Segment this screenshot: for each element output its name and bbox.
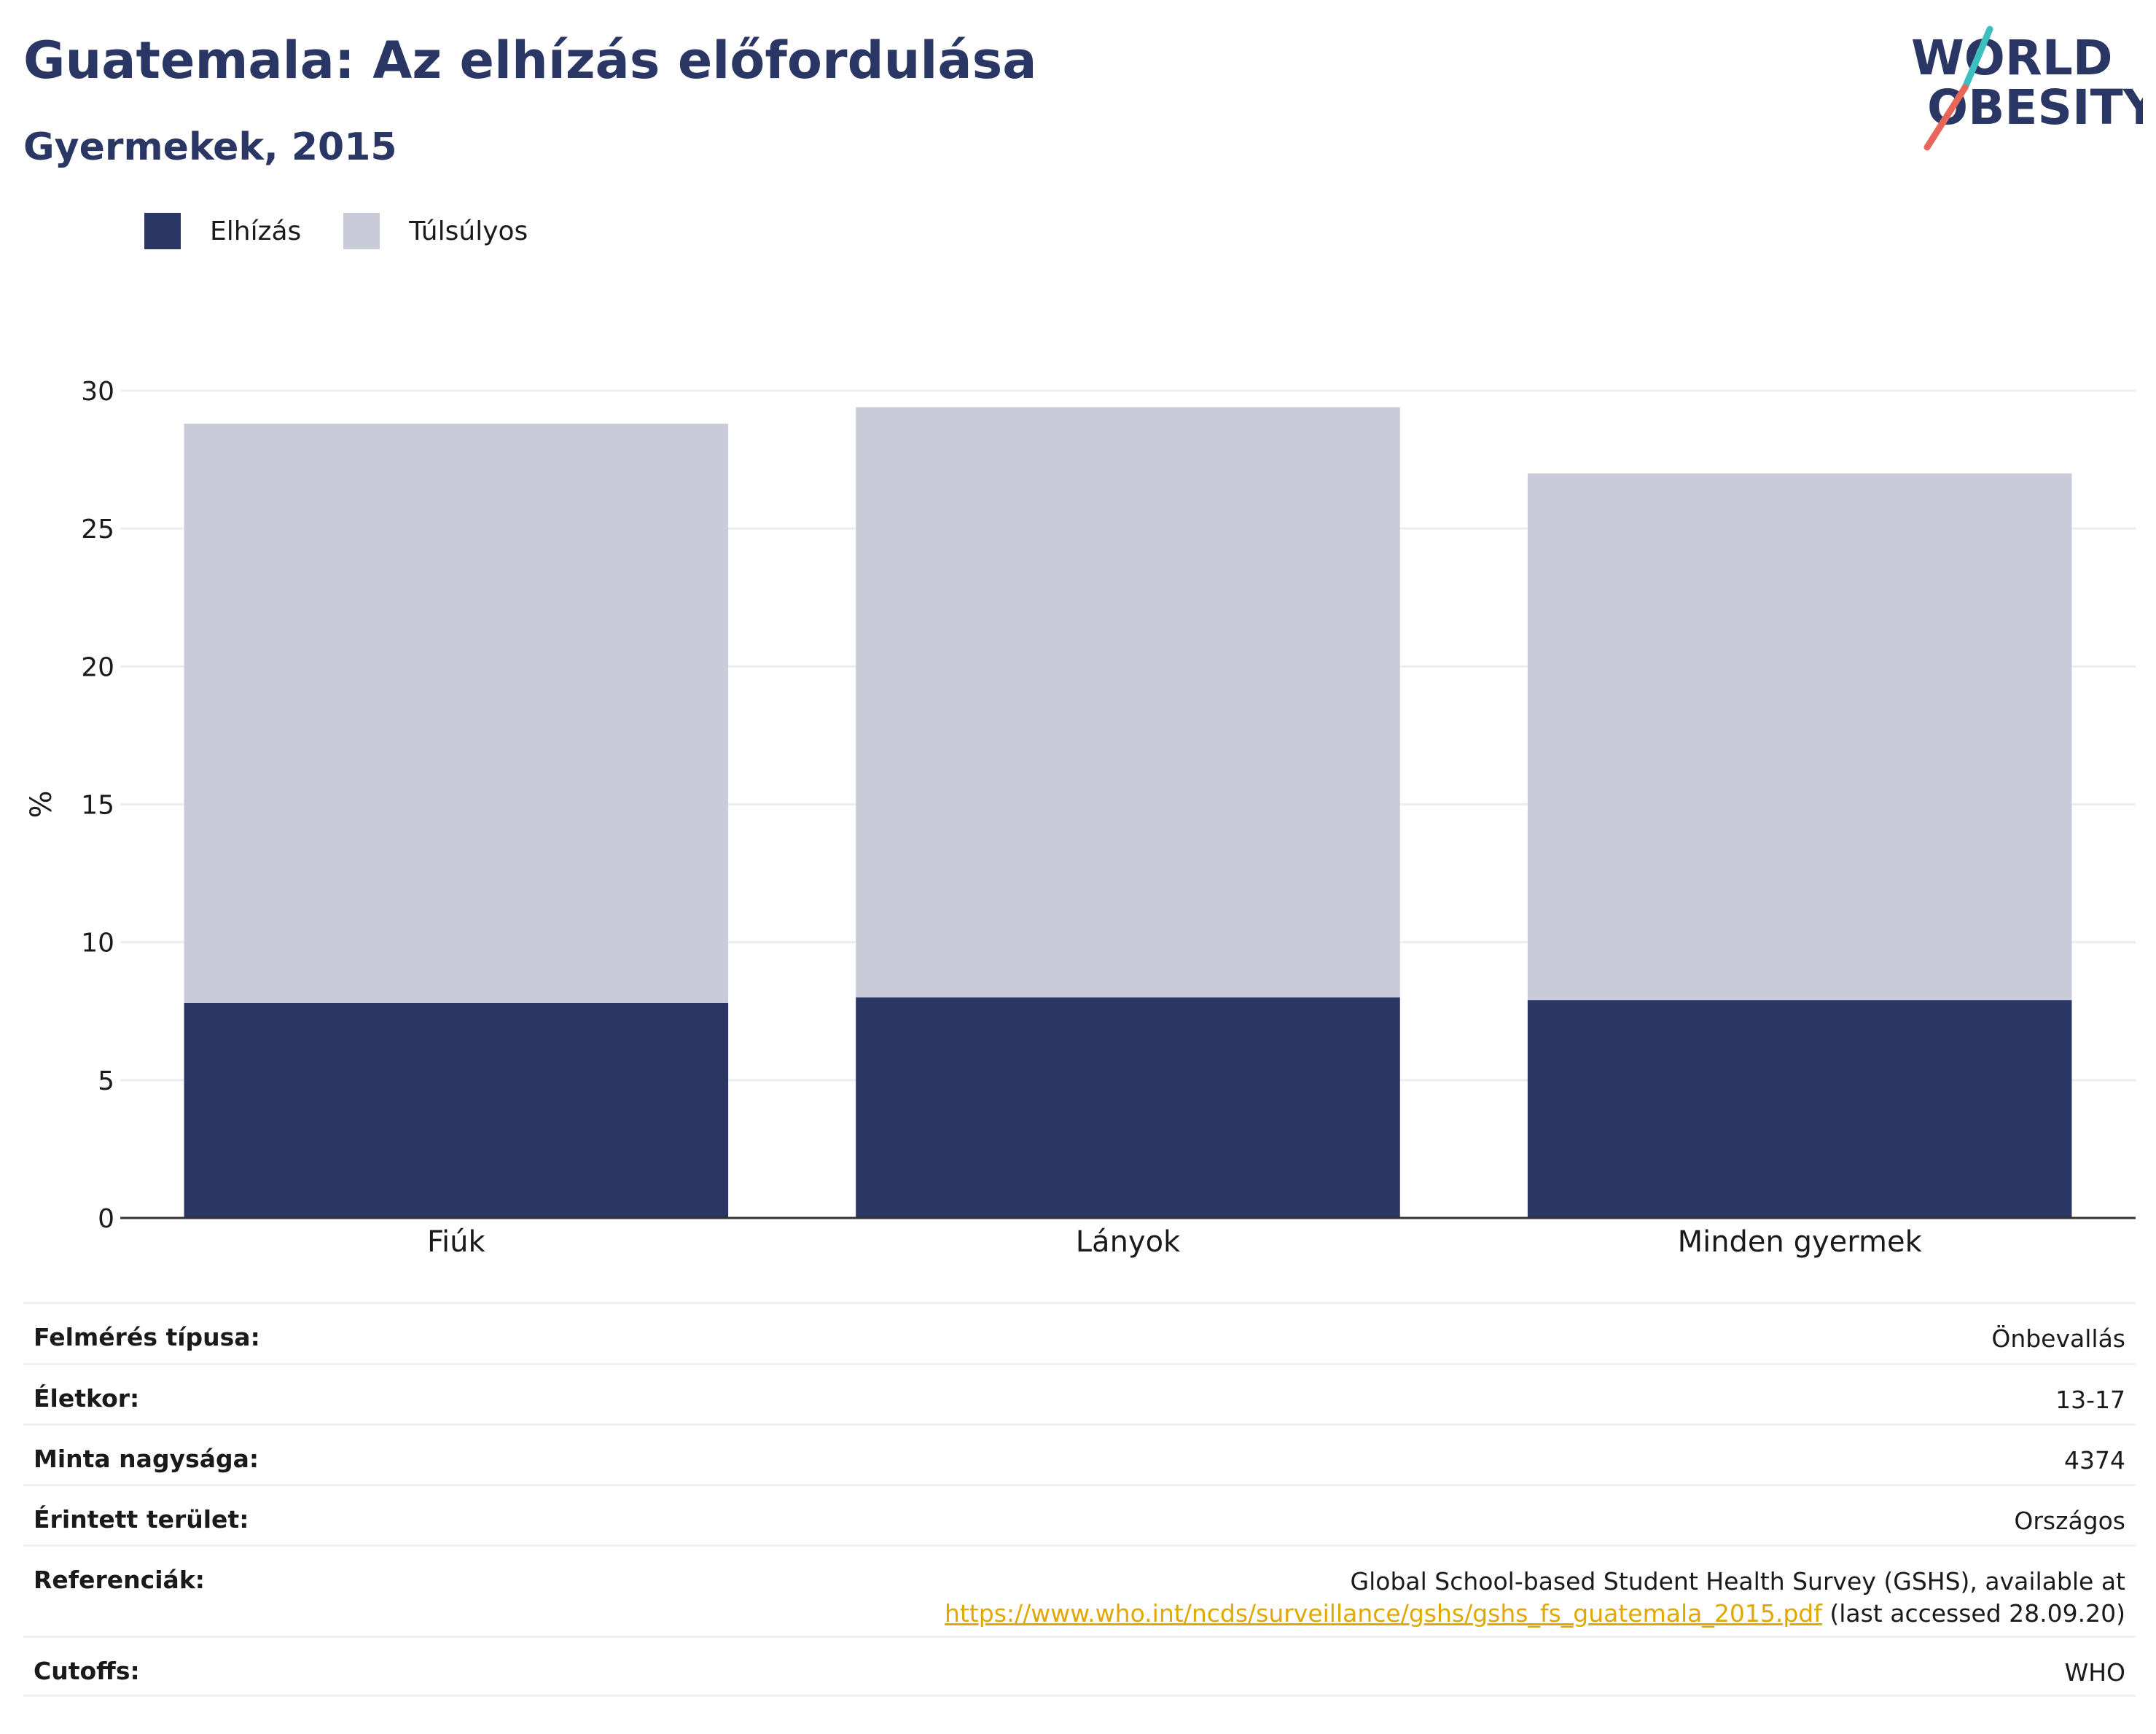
meta-value-age: 13-17 xyxy=(2055,1386,2125,1414)
bar-elhizas-2 xyxy=(1527,1000,2072,1218)
legend-swatch-tulsulyos xyxy=(343,213,380,249)
meta-row-references: Referenciák: Global School-based Student… xyxy=(23,1544,2136,1636)
meta-value-survey-type: Önbevallás xyxy=(1991,1324,2125,1353)
y-tick-label: 30 xyxy=(81,377,114,407)
y-tick-label: 10 xyxy=(81,929,114,958)
bar-elhizas-0 xyxy=(184,1002,729,1218)
bar-tulsulyos-1 xyxy=(856,407,1400,998)
chart-legend: Elhízás Túlsúlyos xyxy=(144,213,570,249)
logo-line-1: WORLD xyxy=(1911,30,2113,86)
survey-info-table: Felmérés típusa: Önbevallás Életkor: 13-… xyxy=(23,1302,2136,1697)
stacked-bar-chart: 0 5 10 15 20 25 30% Fiúk Lányok Minden gyermek xyxy=(25,377,2136,1259)
meta-row-cutoffs: Cutoffs: WHO xyxy=(23,1636,2136,1697)
logo-slash-bottom xyxy=(1923,84,1969,151)
y-axis-label: % xyxy=(25,790,58,818)
meta-value-references: Global School-based Student Health Surve… xyxy=(945,1566,2125,1630)
meta-row-sample-size: Minta nagysága: 4374 xyxy=(23,1423,2136,1484)
meta-row-age: Életkor: 13-17 xyxy=(23,1363,2136,1423)
legend-label-tulsulyos: Túlsúlyos xyxy=(409,216,528,246)
meta-value-area: Országos xyxy=(2014,1507,2125,1535)
bar-tulsulyos-2 xyxy=(1527,473,2072,1001)
reference-accessed: (last accessed 28.09.20) xyxy=(1821,1599,2125,1628)
meta-value-sample-size: 4374 xyxy=(2064,1446,2125,1475)
reference-text: Global School-based Student Health Surve… xyxy=(1350,1567,2125,1596)
meta-key-age: Életkor: xyxy=(34,1384,140,1413)
meta-row-survey-type: Felmérés típusa: Önbevallás xyxy=(23,1302,2136,1363)
y-tick-label: 0 xyxy=(98,1204,114,1234)
y-tick-label: 5 xyxy=(98,1066,114,1096)
y-tick-label: 25 xyxy=(81,515,114,544)
legend-item-tulsulyos[interactable]: Túlsúlyos xyxy=(343,213,528,249)
y-tick-label: 20 xyxy=(81,652,114,682)
legend-item-elhizas[interactable]: Elhízás xyxy=(144,213,301,249)
logo-slash-top xyxy=(1961,26,1993,91)
chart-title: Guatemala: Az elhízás előfordulása xyxy=(23,31,1037,90)
x-tick-label: Fiúk xyxy=(427,1225,486,1259)
meta-key-cutoffs: Cutoffs: xyxy=(34,1657,140,1685)
meta-value-cutoffs: WHO xyxy=(2064,1658,2125,1687)
bar-tulsulyos-0 xyxy=(184,423,729,1003)
meta-key-sample-size: Minta nagysága: xyxy=(34,1445,259,1473)
reference-link[interactable]: https://www.who.int/ncds/surveillance/gs… xyxy=(944,1599,1822,1628)
chart-subtitle: Gyermekek, 2015 xyxy=(23,125,397,169)
meta-row-area: Érintett terület: Országos xyxy=(23,1484,2136,1544)
meta-key-area: Érintett terület: xyxy=(34,1505,249,1534)
legend-label-elhizas: Elhízás xyxy=(210,216,302,246)
world-obesity-logo: WORLD OBESITY xyxy=(1911,26,2143,151)
meta-key-references: Referenciák: xyxy=(34,1566,205,1594)
meta-key-survey-type: Felmérés típusa: xyxy=(34,1323,260,1351)
legend-swatch-elhizas xyxy=(144,213,181,249)
bar-elhizas-1 xyxy=(856,997,1400,1218)
x-tick-label: Lányok xyxy=(1076,1225,1181,1259)
y-tick-label: 15 xyxy=(81,791,114,821)
x-tick-label: Minden gyermek xyxy=(1678,1225,1923,1259)
